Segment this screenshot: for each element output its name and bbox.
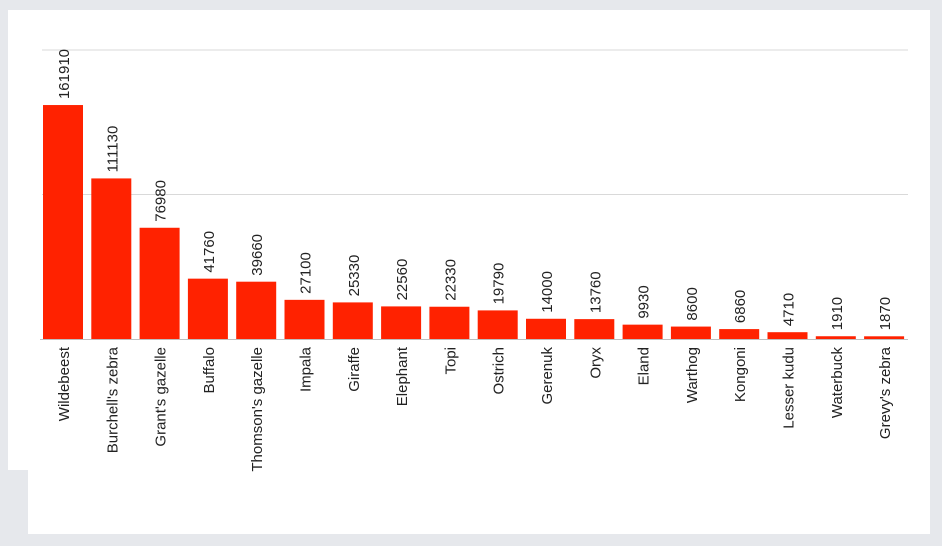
x-tick-label: Burchell's zebra (104, 346, 121, 453)
x-tick-label: Impala (298, 346, 315, 392)
frame-border-left (0, 0, 8, 546)
data-label: 1910 (829, 297, 846, 330)
data-label: 27100 (298, 252, 315, 294)
data-label: 9930 (636, 285, 653, 318)
bar (43, 105, 83, 340)
bar (815, 336, 856, 339)
bar (187, 278, 228, 339)
x-tick-label: Ostrich (491, 347, 508, 395)
data-label: 39660 (249, 234, 266, 276)
data-labels: 161910 111130 76980 41760 39660 27100 25330 225… (56, 49, 894, 330)
x-tick-label: Grant's gazelle (153, 347, 170, 447)
x-tick-label: Wildebeest (56, 346, 73, 421)
x-tick-label: Warthog (684, 347, 701, 403)
x-tick-label: Lesser kudu (781, 347, 798, 429)
bar (670, 326, 711, 339)
data-label: 6860 (732, 290, 749, 323)
data-label: 22560 (394, 259, 411, 301)
bar (574, 319, 615, 339)
data-label: 41760 (201, 231, 218, 273)
bar (864, 336, 905, 339)
bar (622, 324, 663, 339)
x-tick-label: Waterbuck (829, 347, 846, 419)
frame-notch (0, 470, 28, 546)
data-label: 19790 (491, 263, 508, 305)
bar (381, 306, 422, 339)
bar (139, 227, 180, 339)
bar (526, 318, 566, 339)
frame-border-bottom (0, 534, 942, 546)
data-label: 1870 (877, 297, 894, 330)
bar (332, 302, 373, 339)
x-tick-label: Thomson's gazelle (249, 347, 266, 472)
data-label: 22330 (442, 259, 459, 301)
bars (43, 105, 905, 340)
x-tick-label: Kongoni (732, 347, 749, 402)
x-tick-label: Grevy's zebra (877, 346, 894, 439)
data-label: 25330 (346, 255, 363, 297)
frame-border-top (0, 0, 942, 10)
x-tick-label: Giraffe (346, 347, 363, 392)
data-label: 14000 (539, 271, 556, 313)
x-tick-label: Topi (442, 347, 459, 375)
gridlines (42, 49, 908, 195)
bar (429, 306, 470, 339)
data-label: 111130 (104, 126, 121, 173)
bar (284, 299, 325, 339)
x-tick-labels: Wildebeest Burchell's zebra Grant's gazell… (56, 346, 894, 471)
x-tick-label: Gerenuk (539, 347, 556, 405)
bar (719, 329, 760, 339)
bar (767, 332, 808, 339)
x-tick-label: Oryx (587, 347, 604, 379)
x-tick-label: Buffalo (201, 347, 218, 393)
data-label: 4710 (781, 293, 798, 326)
bar (236, 281, 277, 339)
x-tick-label: Eland (636, 347, 653, 385)
x-tick-label: Elephant (394, 346, 411, 406)
data-label: 161910 (56, 49, 73, 99)
data-label: 8600 (684, 287, 701, 320)
data-label: 13760 (587, 271, 604, 313)
frame-border-right (930, 0, 942, 546)
bar (477, 310, 518, 339)
data-label: 76980 (153, 180, 170, 222)
bar (91, 178, 132, 339)
